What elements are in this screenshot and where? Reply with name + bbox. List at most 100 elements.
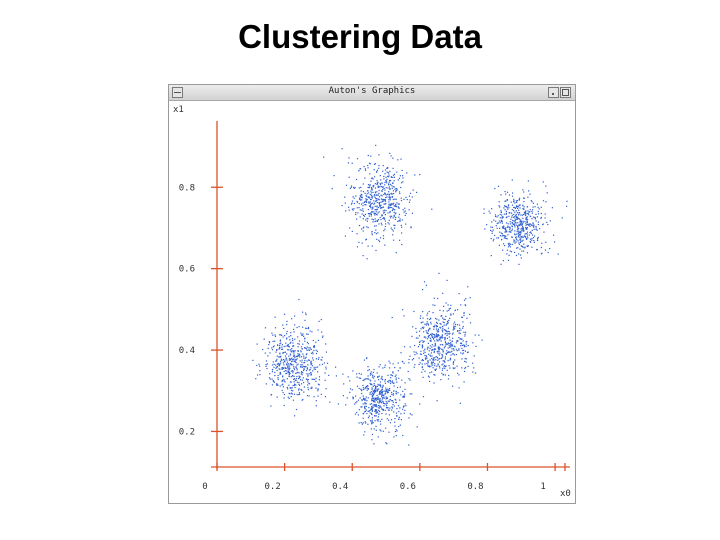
data-point	[386, 178, 388, 180]
data-point	[532, 216, 535, 218]
data-point	[384, 220, 386, 222]
data-point	[293, 369, 296, 371]
data-point	[446, 337, 448, 339]
window-minimize-button[interactable]	[548, 87, 559, 98]
data-point	[516, 200, 518, 202]
data-point	[536, 248, 538, 251]
data-point	[464, 358, 466, 360]
data-point	[378, 239, 380, 241]
data-point	[382, 199, 384, 201]
data-point	[287, 396, 289, 398]
data-point	[437, 347, 439, 349]
data-point	[389, 382, 392, 385]
data-point	[511, 216, 513, 218]
data-point	[424, 354, 426, 357]
data-point	[527, 237, 529, 239]
data-point	[284, 361, 286, 363]
data-point	[292, 339, 294, 342]
data-point	[369, 379, 371, 381]
data-point	[535, 227, 537, 229]
data-point	[376, 409, 378, 411]
data-point	[376, 199, 378, 201]
data-point	[525, 224, 527, 226]
data-point	[483, 208, 485, 210]
data-point	[531, 229, 533, 231]
data-point	[281, 384, 283, 386]
data-point	[285, 367, 287, 369]
data-point	[363, 214, 365, 216]
data-point	[365, 409, 367, 411]
data-point	[281, 334, 283, 336]
data-point	[400, 200, 403, 202]
data-point	[392, 401, 394, 403]
data-point	[509, 212, 511, 214]
data-point	[447, 333, 449, 335]
data-point	[452, 367, 454, 369]
data-point	[404, 393, 406, 395]
data-point	[287, 365, 289, 367]
data-point	[389, 206, 391, 208]
data-point	[426, 357, 428, 360]
data-point	[268, 344, 270, 346]
data-point	[256, 343, 258, 345]
data-point	[450, 313, 452, 315]
data-point	[511, 221, 513, 223]
data-point	[362, 210, 364, 212]
window-titlebar[interactable]: Auton's Graphics	[169, 85, 575, 101]
data-point	[298, 389, 300, 391]
data-point	[300, 371, 302, 373]
data-point	[301, 379, 303, 381]
data-point	[452, 337, 454, 339]
data-point	[383, 193, 385, 196]
data-point	[376, 169, 378, 171]
data-point	[425, 330, 427, 332]
data-point	[462, 327, 464, 329]
data-point	[311, 331, 313, 333]
data-point	[427, 364, 429, 366]
data-point	[402, 181, 404, 183]
data-point	[503, 225, 505, 227]
data-point	[348, 209, 350, 211]
data-point	[422, 376, 424, 378]
data-point	[369, 392, 371, 394]
data-point	[381, 397, 384, 399]
data-point	[469, 297, 471, 299]
data-point	[379, 237, 382, 239]
data-point	[303, 381, 305, 384]
data-point	[517, 225, 519, 227]
window-menu-button[interactable]	[172, 87, 183, 98]
data-point	[296, 358, 298, 360]
data-point	[353, 202, 355, 205]
data-point	[533, 226, 535, 228]
data-point	[279, 343, 281, 345]
data-point	[523, 197, 525, 199]
data-point	[557, 253, 559, 255]
window-maximize-button[interactable]	[560, 87, 571, 98]
data-point	[522, 246, 524, 249]
data-point	[273, 366, 275, 368]
data-point	[374, 209, 376, 211]
data-point	[427, 333, 429, 335]
data-point	[357, 212, 359, 214]
data-point	[524, 235, 526, 238]
data-point	[384, 244, 386, 246]
data-point	[392, 382, 394, 384]
data-point	[399, 220, 401, 222]
data-point	[368, 201, 370, 203]
data-point	[374, 218, 376, 220]
data-point	[289, 387, 291, 389]
data-point	[302, 398, 304, 401]
data-point	[308, 373, 310, 375]
data-point	[442, 292, 444, 294]
data-point	[429, 366, 431, 368]
data-point	[389, 199, 391, 201]
data-point	[370, 207, 372, 209]
data-point	[511, 209, 513, 211]
data-point	[296, 364, 298, 366]
data-point	[474, 334, 476, 336]
data-point	[366, 258, 368, 260]
data-point	[347, 376, 349, 378]
data-point	[320, 393, 322, 395]
data-point	[525, 222, 527, 224]
data-point	[286, 386, 288, 388]
